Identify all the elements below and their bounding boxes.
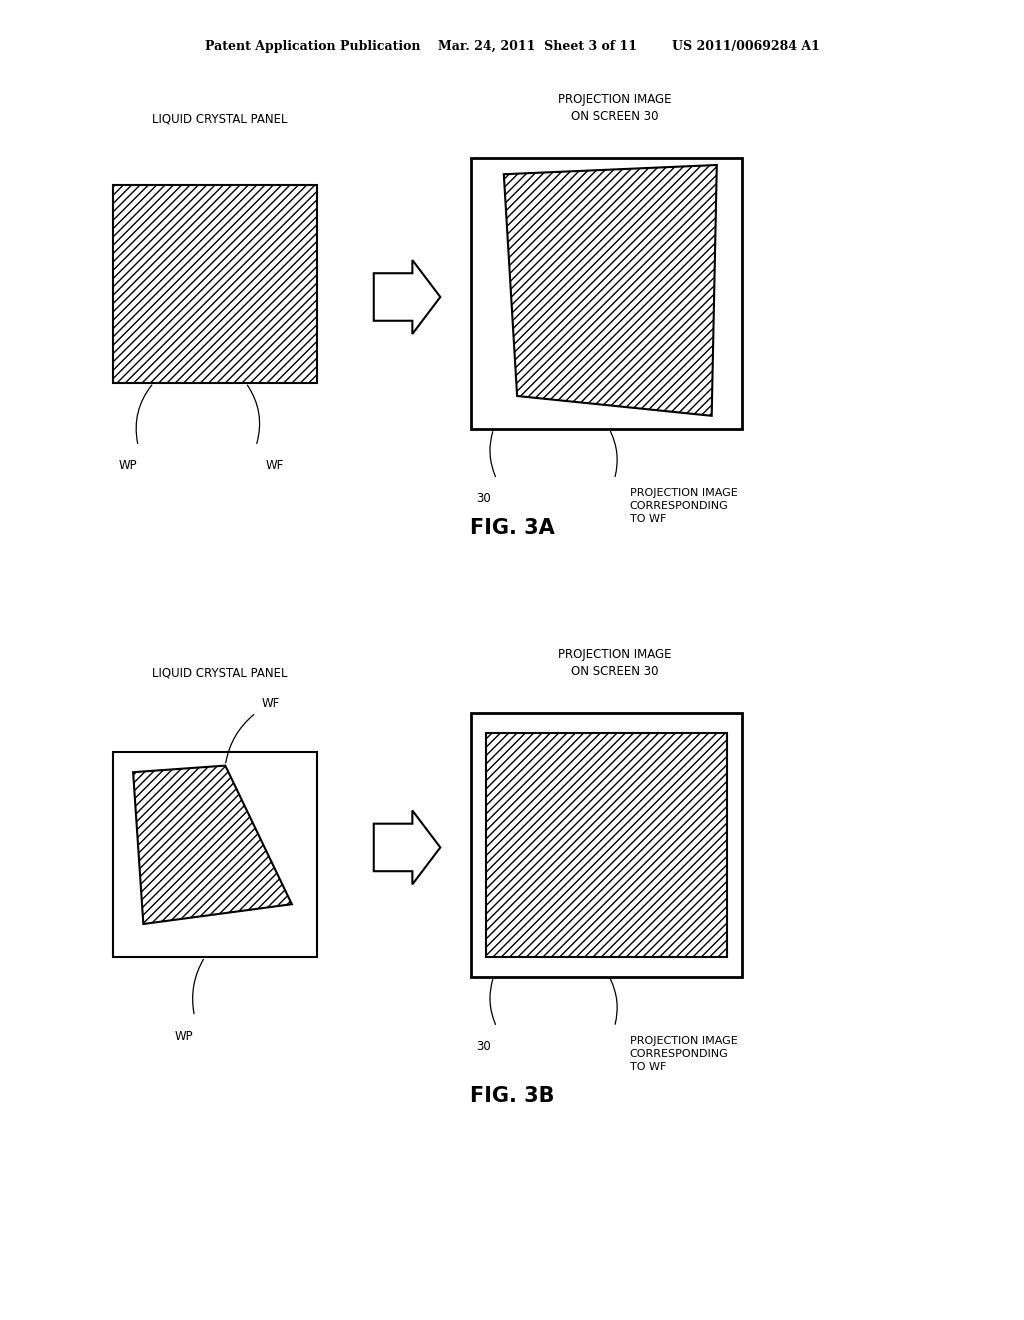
Polygon shape xyxy=(374,260,440,334)
Text: WF: WF xyxy=(265,459,284,473)
Polygon shape xyxy=(374,810,440,884)
Text: FIG. 3B: FIG. 3B xyxy=(470,1085,554,1106)
Bar xyxy=(471,713,742,977)
Polygon shape xyxy=(133,766,292,924)
Bar xyxy=(486,733,727,957)
Bar xyxy=(113,752,317,957)
Text: Patent Application Publication    Mar. 24, 2011  Sheet 3 of 11        US 2011/00: Patent Application Publication Mar. 24, … xyxy=(205,40,819,53)
Text: FIG. 3A: FIG. 3A xyxy=(470,517,554,539)
Text: 30: 30 xyxy=(476,492,490,506)
Text: PROJECTION IMAGE
ON SCREEN 30: PROJECTION IMAGE ON SCREEN 30 xyxy=(558,94,671,123)
Bar xyxy=(113,185,317,383)
Text: WP: WP xyxy=(175,1030,194,1043)
Bar xyxy=(486,733,727,957)
Text: WP: WP xyxy=(119,459,137,473)
Text: LIQUID CRYSTAL PANEL: LIQUID CRYSTAL PANEL xyxy=(153,667,288,680)
Text: 30: 30 xyxy=(476,1040,490,1053)
Polygon shape xyxy=(504,165,717,416)
Text: PROJECTION IMAGE
CORRESPONDING
TO WF: PROJECTION IMAGE CORRESPONDING TO WF xyxy=(630,488,737,524)
Text: PROJECTION IMAGE
ON SCREEN 30: PROJECTION IMAGE ON SCREEN 30 xyxy=(558,648,671,677)
Text: WF: WF xyxy=(261,697,280,710)
Text: PROJECTION IMAGE
CORRESPONDING
TO WF: PROJECTION IMAGE CORRESPONDING TO WF xyxy=(630,1036,737,1072)
Bar xyxy=(471,158,742,429)
Text: LIQUID CRYSTAL PANEL: LIQUID CRYSTAL PANEL xyxy=(153,112,288,125)
Bar xyxy=(113,185,317,383)
